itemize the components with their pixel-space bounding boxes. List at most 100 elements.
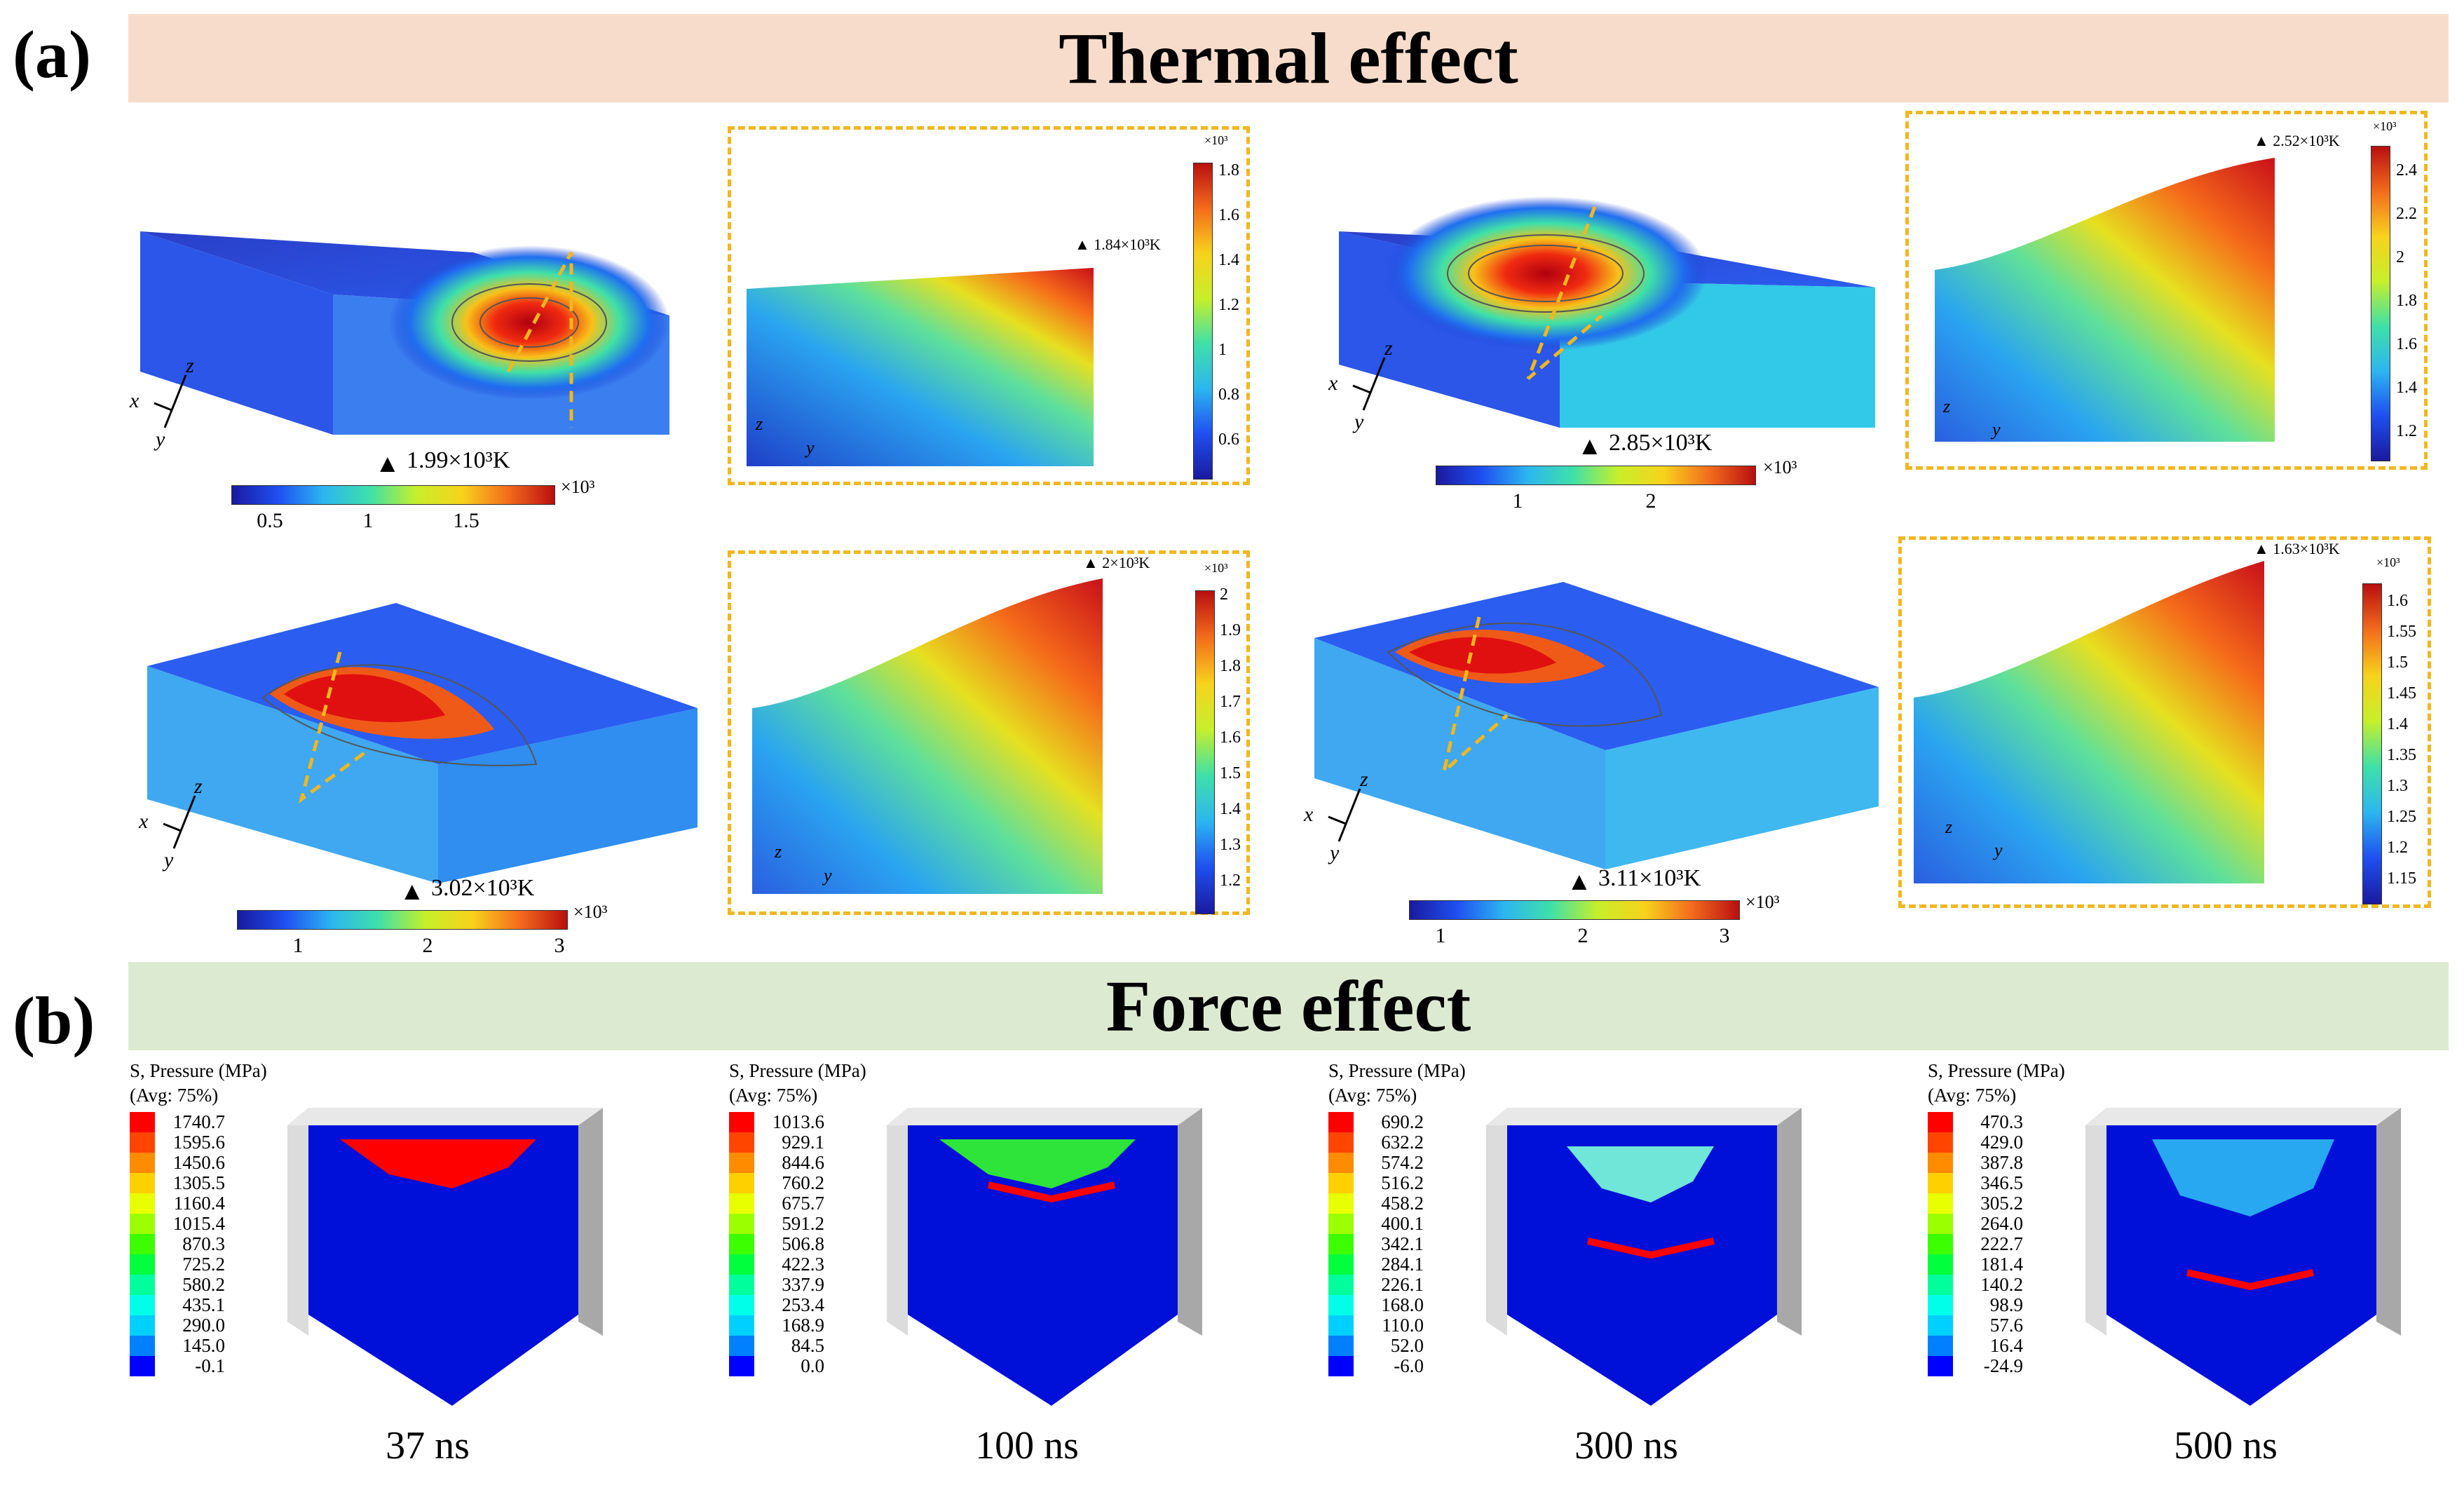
legend-value: 84.5 [791, 1335, 824, 1356]
zoom-box-3 [728, 550, 1250, 915]
legend-swatch [1328, 1112, 1354, 1132]
legend-swatch [1328, 1153, 1354, 1173]
zoom-tick: 1.4 [2387, 715, 2408, 733]
legend-title: S, Pressure (MPa) [1328, 1060, 1466, 1081]
legend-value: 387.8 [1980, 1152, 2023, 1173]
max-marker-icon: ▲ [1075, 236, 1094, 253]
legend-value: 305.2 [1980, 1193, 2023, 1214]
zoom-max-label: ▲ 1.84×10³K [1075, 236, 1161, 254]
legend-swatch [729, 1173, 754, 1193]
legend-swatch [729, 1336, 754, 1356]
axis-z-label: z [1384, 337, 1393, 360]
stress-zone [2152, 1139, 2334, 1216]
legend-row: 284.1 [1328, 1254, 1424, 1275]
legend-row: 264.0 [1928, 1213, 2023, 1235]
colorbar-tick: 0.5 [257, 509, 283, 532]
colorbar-tick: 2 [422, 934, 433, 957]
zoom-tick: 1.7 [1220, 693, 1241, 711]
legend-swatch [729, 1193, 754, 1214]
cube-side-left [287, 1108, 308, 1336]
zoom-tick: 2.4 [2396, 161, 2417, 179]
legend-title: S, Pressure (MPa) [130, 1060, 267, 1081]
zoom-colorbar-multiplier: ×10³ [2373, 119, 2397, 133]
axis-z-label: z [194, 775, 203, 798]
legend-value: 226.1 [1381, 1274, 1424, 1295]
force-effect-title: Force effect [1105, 965, 1471, 1047]
legend-subtitle: (Avg: 75%) [1328, 1085, 1417, 1106]
legend-value: 1450.6 [172, 1152, 225, 1173]
legend-value: 98.9 [1989, 1294, 2023, 1315]
legend-swatch [1328, 1356, 1354, 1376]
pressure-cube-1 [287, 1108, 603, 1406]
thermal-model-1 [140, 231, 669, 435]
legend-value: 632.2 [1381, 1132, 1424, 1153]
zoom-tick: 1.6 [1220, 728, 1241, 747]
cube-side-right [578, 1108, 603, 1336]
legend-row: 632.2 [1328, 1132, 1424, 1153]
legend-value: 458.2 [1381, 1193, 1424, 1214]
zoom-max-label: ▲ 2.52×10³K [2254, 132, 2340, 150]
cube-body [1507, 1125, 1777, 1406]
legend-row: 1160.4 [130, 1193, 225, 1214]
legend-value: 1740.7 [172, 1111, 225, 1132]
colorbar-tick: 1.5 [453, 509, 479, 532]
legend-swatch [729, 1153, 754, 1173]
axis-z-label: z [1360, 768, 1368, 791]
legend-value: 844.6 [782, 1152, 824, 1173]
legend-value: 506.8 [782, 1233, 824, 1254]
thermal-model-3 [147, 603, 697, 883]
legend-row: 435.1 [130, 1294, 225, 1316]
legend-value: -6.0 [1394, 1355, 1424, 1376]
axis-x-label: x [1328, 372, 1338, 395]
colorbar-tick: 2 [1577, 924, 1588, 947]
time-label: 500 ns [2174, 1424, 2278, 1467]
legend-value: 1595.6 [172, 1132, 225, 1153]
legend-value: 435.1 [182, 1294, 225, 1315]
zoom-max-value: 1.84×10³K [1094, 236, 1161, 253]
legend-value: 760.2 [782, 1172, 824, 1193]
legend-value: 675.7 [782, 1193, 824, 1214]
legend-row: -0.1 [130, 1355, 225, 1377]
legend-row: 140.2 [1928, 1274, 2023, 1296]
legend-swatch [130, 1295, 155, 1315]
legend-row: 57.6 [1928, 1315, 2023, 1336]
colorbar-tick: 1 [292, 934, 304, 957]
zoom-box-1 [728, 126, 1250, 485]
thermal-effect-title: Thermal effect [1059, 18, 1518, 99]
legend-value: 591.2 [782, 1213, 824, 1234]
legend-value: 470.3 [1980, 1111, 2023, 1132]
zoom-tick: 1.9 [1220, 621, 1241, 639]
zoom-section-3 [752, 578, 1103, 894]
legend-value: 110.0 [1382, 1315, 1424, 1336]
legend-value: 253.4 [782, 1294, 824, 1315]
cube-top-rim [1486, 1108, 1802, 1125]
legend-swatch [1928, 1112, 1953, 1132]
zoom-colorbar-multiplier: ×10³ [1204, 133, 1228, 147]
legend-swatch [1328, 1132, 1354, 1153]
legend-swatch [729, 1356, 754, 1376]
max-marker-icon: ▲ [2254, 132, 2273, 149]
zoom-tick: 1.6 [1218, 206, 1239, 224]
zoom-tick: 0.8 [1218, 386, 1239, 404]
axis-y-label: y [164, 848, 174, 872]
legend-title: S, Pressure (MPa) [1928, 1060, 2065, 1081]
legend-row: 580.2 [130, 1274, 225, 1296]
legend-row: 145.0 [130, 1335, 225, 1357]
zoom-axis-z: z [775, 841, 782, 862]
zoom-axis-y: y [806, 438, 815, 458]
stress-zone [939, 1139, 1136, 1188]
legend-swatch [1928, 1153, 1953, 1173]
cube-side-left [887, 1108, 908, 1336]
legend-swatch [729, 1315, 754, 1336]
zoom-tick: 1.2 [1220, 872, 1241, 890]
legend-value: 181.4 [1980, 1254, 2023, 1275]
zoom-colorbar [1193, 163, 1213, 480]
legend-row: 760.2 [729, 1172, 824, 1194]
legend-swatch [130, 1132, 155, 1153]
legend-swatch [1928, 1234, 1953, 1254]
panel-a-label: (a) [13, 17, 91, 92]
legend-swatch [1328, 1336, 1354, 1356]
legend-value: 870.3 [182, 1233, 225, 1254]
legend-row: 110.0 [1328, 1315, 1424, 1336]
zoom-colorbar [2371, 146, 2390, 461]
